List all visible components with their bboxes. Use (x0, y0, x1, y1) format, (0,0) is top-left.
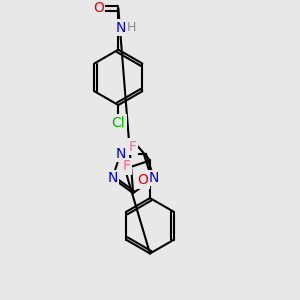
Text: O: O (138, 173, 148, 187)
Text: Cl: Cl (112, 116, 125, 130)
Text: N: N (115, 147, 126, 161)
Text: F: F (128, 140, 136, 154)
Text: N: N (149, 171, 159, 185)
Text: O: O (93, 1, 104, 15)
Text: N: N (107, 171, 118, 185)
Text: H: H (127, 21, 136, 34)
Text: F: F (122, 159, 130, 173)
Text: N: N (116, 21, 127, 35)
